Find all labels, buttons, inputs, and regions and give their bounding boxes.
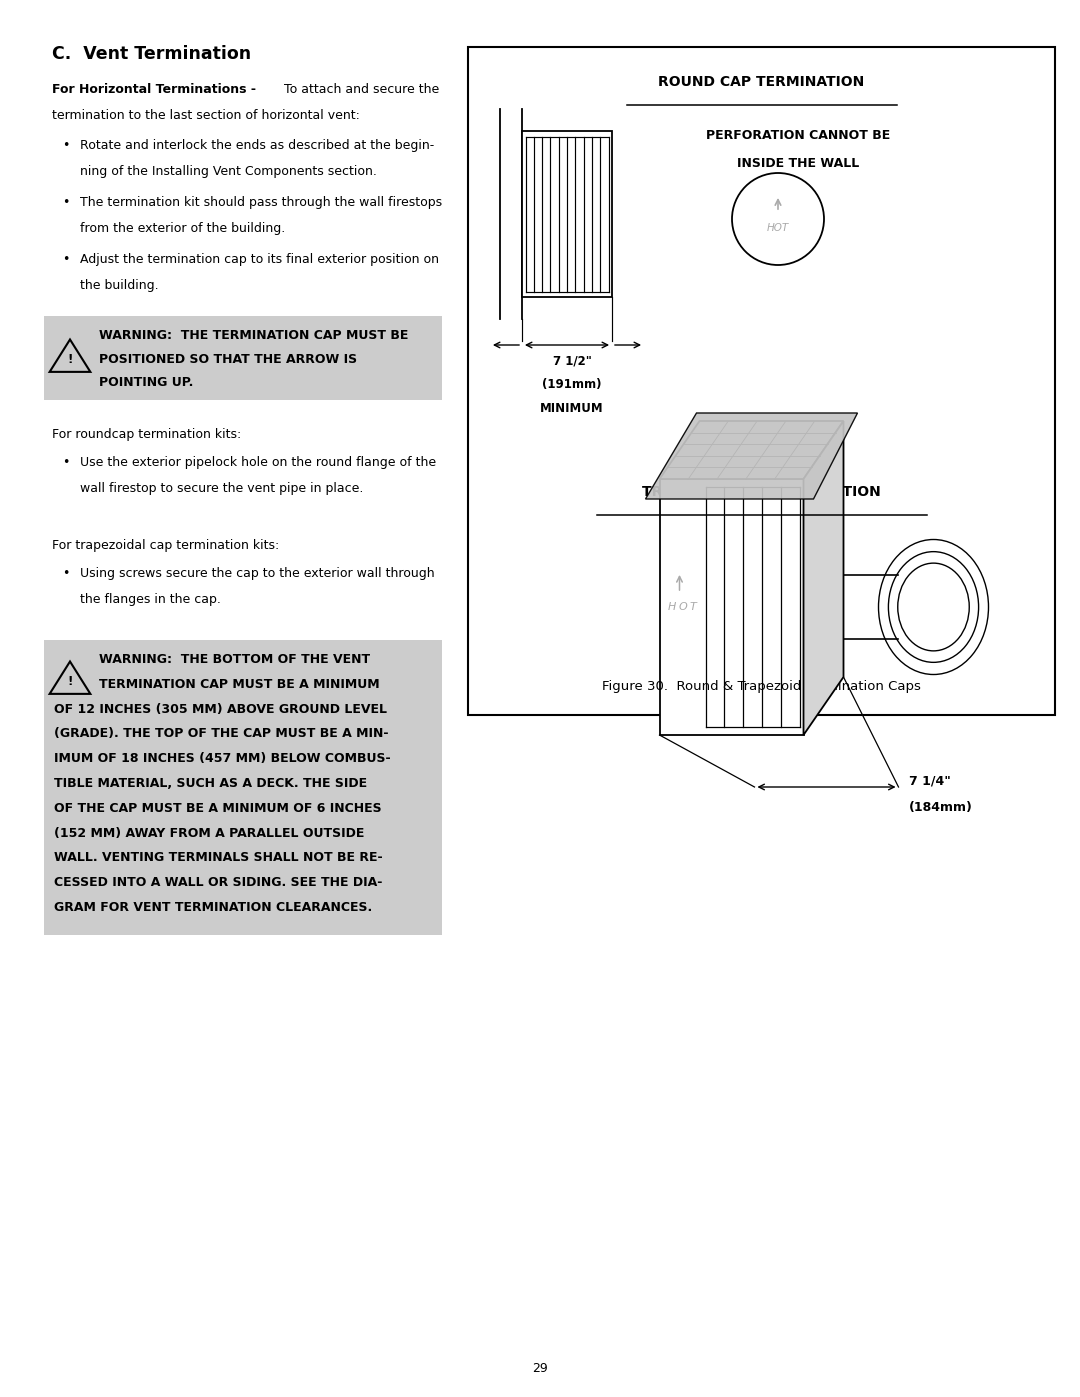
Text: (152 MM) AWAY FROM A PARALLEL OUTSIDE: (152 MM) AWAY FROM A PARALLEL OUTSIDE bbox=[54, 827, 364, 840]
Text: TIBLE MATERIAL, SUCH AS A DECK. THE SIDE: TIBLE MATERIAL, SUCH AS A DECK. THE SIDE bbox=[54, 777, 367, 789]
Text: 29: 29 bbox=[532, 1362, 548, 1375]
Text: Use the exterior pipelock hole on the round flange of the: Use the exterior pipelock hole on the ro… bbox=[80, 455, 436, 469]
Text: •: • bbox=[62, 138, 69, 152]
Text: •: • bbox=[62, 253, 69, 265]
Polygon shape bbox=[804, 420, 843, 735]
Text: Using screws secure the cap to the exterior wall through: Using screws secure the cap to the exter… bbox=[80, 567, 434, 580]
Bar bbox=[44, 640, 442, 935]
Text: TRAPEZOID CAP TERMINATION: TRAPEZOID CAP TERMINATION bbox=[643, 485, 881, 499]
Text: wall firestop to secure the vent pipe in place.: wall firestop to secure the vent pipe in… bbox=[80, 482, 363, 495]
Text: TERMINATION CAP MUST BE A MINIMUM: TERMINATION CAP MUST BE A MINIMUM bbox=[99, 678, 380, 690]
Text: •: • bbox=[62, 196, 69, 210]
Text: CESSED INTO A WALL OR SIDING. SEE THE DIA-: CESSED INTO A WALL OR SIDING. SEE THE DI… bbox=[54, 876, 382, 890]
Text: Rotate and interlock the ends as described at the begin-: Rotate and interlock the ends as describ… bbox=[80, 138, 434, 152]
Text: POSITIONED SO THAT THE ARROW IS: POSITIONED SO THAT THE ARROW IS bbox=[99, 352, 357, 366]
Text: !: ! bbox=[67, 352, 72, 366]
Text: from the exterior of the building.: from the exterior of the building. bbox=[80, 222, 285, 235]
Text: WARNING:  THE BOTTOM OF THE VENT: WARNING: THE BOTTOM OF THE VENT bbox=[99, 652, 370, 666]
Text: For roundcap termination kits:: For roundcap termination kits: bbox=[52, 427, 241, 441]
Text: INSIDE THE WALL: INSIDE THE WALL bbox=[737, 156, 859, 170]
Text: •: • bbox=[62, 455, 69, 469]
Polygon shape bbox=[646, 414, 858, 499]
Text: •: • bbox=[62, 567, 69, 580]
Text: termination to the last section of horizontal vent:: termination to the last section of horiz… bbox=[52, 109, 360, 122]
Text: WARNING:  THE TERMINATION CAP MUST BE: WARNING: THE TERMINATION CAP MUST BE bbox=[99, 330, 408, 342]
Text: PERFORATION CANNOT BE: PERFORATION CANNOT BE bbox=[706, 129, 890, 142]
Text: HOT: HOT bbox=[767, 224, 789, 233]
Text: Adjust the termination cap to its final exterior position on: Adjust the termination cap to its final … bbox=[80, 253, 438, 265]
Text: O: O bbox=[678, 602, 687, 612]
Text: OF THE CAP MUST BE A MINIMUM OF 6 INCHES: OF THE CAP MUST BE A MINIMUM OF 6 INCHES bbox=[54, 802, 381, 814]
Text: Figure 30.  Round & Trapezoid Termination Caps: Figure 30. Round & Trapezoid Termination… bbox=[602, 680, 921, 693]
Text: 7 1/4": 7 1/4" bbox=[908, 774, 950, 788]
Text: POINTING UP.: POINTING UP. bbox=[99, 376, 193, 388]
Text: MINIMUM: MINIMUM bbox=[540, 402, 604, 415]
Text: IMUM OF 18 INCHES (457 MM) BELOW COMBUS-: IMUM OF 18 INCHES (457 MM) BELOW COMBUS- bbox=[54, 752, 391, 766]
Bar bbox=[44, 316, 442, 400]
Text: For trapezoidal cap termination kits:: For trapezoidal cap termination kits: bbox=[52, 539, 280, 552]
Text: !: ! bbox=[67, 675, 72, 687]
Text: To attach and secure the: To attach and secure the bbox=[280, 82, 440, 96]
Text: GRAM FOR VENT TERMINATION CLEARANCES.: GRAM FOR VENT TERMINATION CLEARANCES. bbox=[54, 901, 373, 914]
Text: OF 12 INCHES (305 MM) ABOVE GROUND LEVEL: OF 12 INCHES (305 MM) ABOVE GROUND LEVEL bbox=[54, 703, 387, 715]
Text: (191mm): (191mm) bbox=[542, 379, 602, 391]
Text: (184mm): (184mm) bbox=[908, 800, 972, 813]
Text: WALL. VENTING TERMINALS SHALL NOT BE RE-: WALL. VENTING TERMINALS SHALL NOT BE RE- bbox=[54, 851, 382, 865]
Bar bbox=[522, 131, 612, 298]
Text: T: T bbox=[689, 602, 697, 612]
Text: C.  Vent Termination: C. Vent Termination bbox=[52, 45, 252, 63]
Text: The termination kit should pass through the wall firestops: The termination kit should pass through … bbox=[80, 196, 442, 210]
Bar bbox=[660, 479, 804, 735]
Text: 7 1/2": 7 1/2" bbox=[553, 353, 592, 367]
Text: ROUND CAP TERMINATION: ROUND CAP TERMINATION bbox=[659, 75, 865, 89]
Bar bbox=[468, 47, 1055, 715]
Text: the flanges in the cap.: the flanges in the cap. bbox=[80, 592, 221, 605]
Text: (GRADE). THE TOP OF THE CAP MUST BE A MIN-: (GRADE). THE TOP OF THE CAP MUST BE A MI… bbox=[54, 728, 389, 740]
Text: ning of the Installing Vent Components section.: ning of the Installing Vent Components s… bbox=[80, 165, 377, 177]
Text: H: H bbox=[667, 602, 676, 612]
Text: For Horizontal Terminations -: For Horizontal Terminations - bbox=[52, 82, 256, 96]
Polygon shape bbox=[660, 420, 843, 479]
Text: the building.: the building. bbox=[80, 278, 159, 292]
